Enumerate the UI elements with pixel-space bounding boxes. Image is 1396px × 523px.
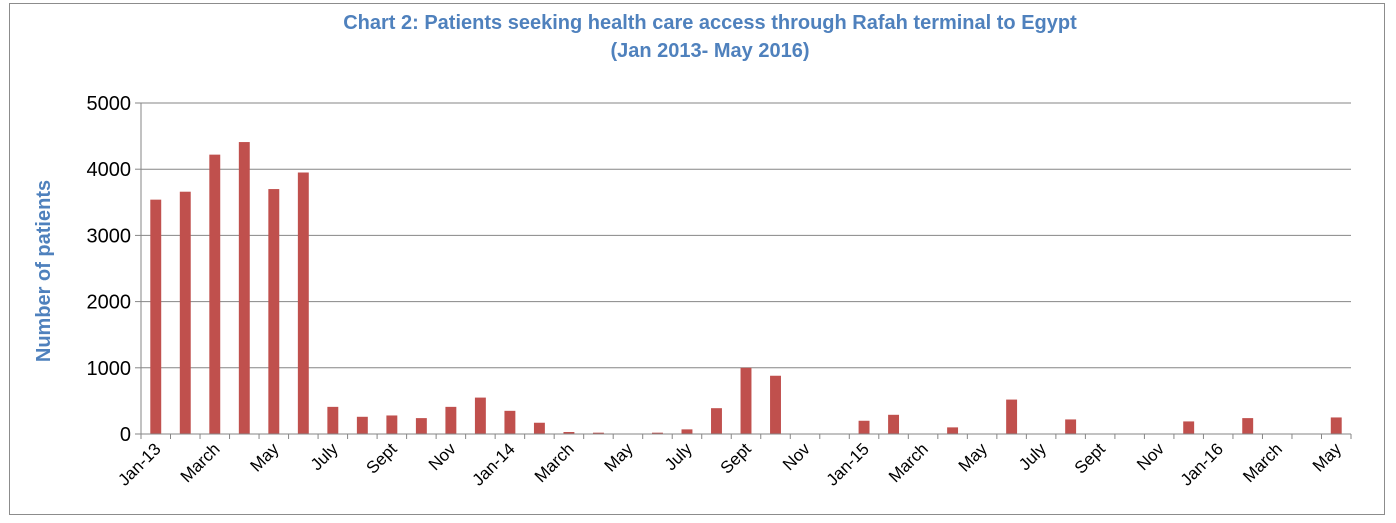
y-tick-label: 0 bbox=[120, 424, 131, 446]
bar: Feb-15: 290 bbox=[888, 414, 900, 434]
y-axis-label: Number of patients bbox=[33, 180, 55, 362]
bar: Sept: 280 bbox=[386, 415, 398, 434]
bar: Oct-13: 240 bbox=[415, 418, 427, 434]
bar: Apr-15: 100 bbox=[947, 427, 959, 434]
gridlines bbox=[141, 102, 1351, 369]
bar: Dec-15: 190 bbox=[1183, 421, 1195, 434]
bar: Jan-14: 350 bbox=[504, 410, 516, 434]
x-axis-ticks: Jan-13 March May July Sept Nov Jan-14 March May J… bbox=[114, 439, 1345, 490]
bar: July: 70 bbox=[681, 429, 693, 434]
chart-subtitle: (Jan 2013- May 2016) bbox=[610, 40, 809, 62]
y-tick-label: 4000 bbox=[87, 159, 132, 181]
bars: Jan-13: 3540 Feb-13: 3660 March: 4220 Apr-1… bbox=[150, 142, 1342, 435]
y-tick-label: 5000 bbox=[87, 93, 132, 115]
bar: Feb-16: 240 bbox=[1242, 418, 1254, 434]
bar: May: 250 bbox=[1330, 417, 1342, 434]
x-tick-label: March bbox=[531, 439, 578, 486]
bar: Apr-13: 4410 bbox=[238, 142, 250, 435]
x-tick-label: May bbox=[955, 439, 991, 475]
x-tick-label: Nov bbox=[779, 439, 814, 474]
x-tick-label: Jan-15 bbox=[823, 439, 873, 489]
bar: July: 410 bbox=[327, 406, 339, 434]
axes bbox=[140, 103, 1352, 439]
y-tick-label: 2000 bbox=[87, 292, 132, 314]
x-tick-label: July bbox=[307, 439, 342, 474]
x-tick-label: Jan-13 bbox=[114, 439, 164, 489]
bar-chart: Chart 2: Patients seeking health care ac… bbox=[33, 12, 1352, 490]
bar: March: 4220 bbox=[209, 154, 221, 435]
bar: Jun-14: 20 bbox=[652, 432, 663, 434]
bar: Aug-13: 260 bbox=[356, 416, 368, 434]
x-tick-label: March bbox=[177, 439, 224, 486]
bar: Aug-14: 390 bbox=[711, 408, 722, 434]
x-tick-label: Nov bbox=[1133, 439, 1168, 474]
bar: March: 30 bbox=[563, 432, 575, 434]
x-tick-label: May bbox=[601, 439, 637, 475]
y-tick-label: 3000 bbox=[87, 225, 132, 247]
x-tick-label: March bbox=[885, 439, 932, 486]
x-tick-label: Nov bbox=[425, 439, 460, 474]
bar: Jun-13: 3950 bbox=[297, 172, 309, 434]
bar: Jun-15: 520 bbox=[1006, 399, 1018, 434]
x-tick-label: Jan-14 bbox=[469, 439, 519, 489]
x-tick-label: July bbox=[661, 439, 696, 474]
x-tick-label: July bbox=[1015, 439, 1050, 474]
bar: Dec-13: 550 bbox=[474, 397, 486, 434]
chart-frame: Chart 2: Patients seeking health care ac… bbox=[9, 3, 1385, 515]
x-tick-label: May bbox=[246, 439, 282, 475]
bar: Apr-14: 20 bbox=[592, 432, 604, 434]
x-tick-label: March bbox=[1239, 439, 1286, 486]
bar: Sept: 1000 bbox=[740, 367, 752, 434]
x-tick-label: May bbox=[1309, 439, 1345, 475]
chart-title: Chart 2: Patients seeking health care ac… bbox=[343, 12, 1077, 34]
x-tick-label: Jan-16 bbox=[1177, 439, 1227, 489]
bar: Aug-15: 220 bbox=[1065, 419, 1077, 434]
y-tick-label: 1000 bbox=[87, 358, 132, 380]
bar: Jan-15: 200 bbox=[858, 420, 870, 434]
bar: Feb-13: 3660 bbox=[179, 191, 191, 434]
x-tick-label: Sept bbox=[1071, 439, 1109, 477]
bar: Feb-14: 170 bbox=[533, 422, 545, 434]
bar: May: 3700 bbox=[268, 189, 280, 434]
bar: Oct-14: 880 bbox=[770, 375, 781, 434]
bar: Nov: 410 bbox=[445, 406, 457, 434]
x-tick-label: Sept bbox=[363, 439, 401, 477]
x-tick-label: Sept bbox=[717, 439, 755, 477]
bar: Jan-13: 3540 bbox=[150, 199, 162, 434]
y-axis-ticks: 0 1000 2000 3000 4000 5000 bbox=[87, 93, 141, 446]
